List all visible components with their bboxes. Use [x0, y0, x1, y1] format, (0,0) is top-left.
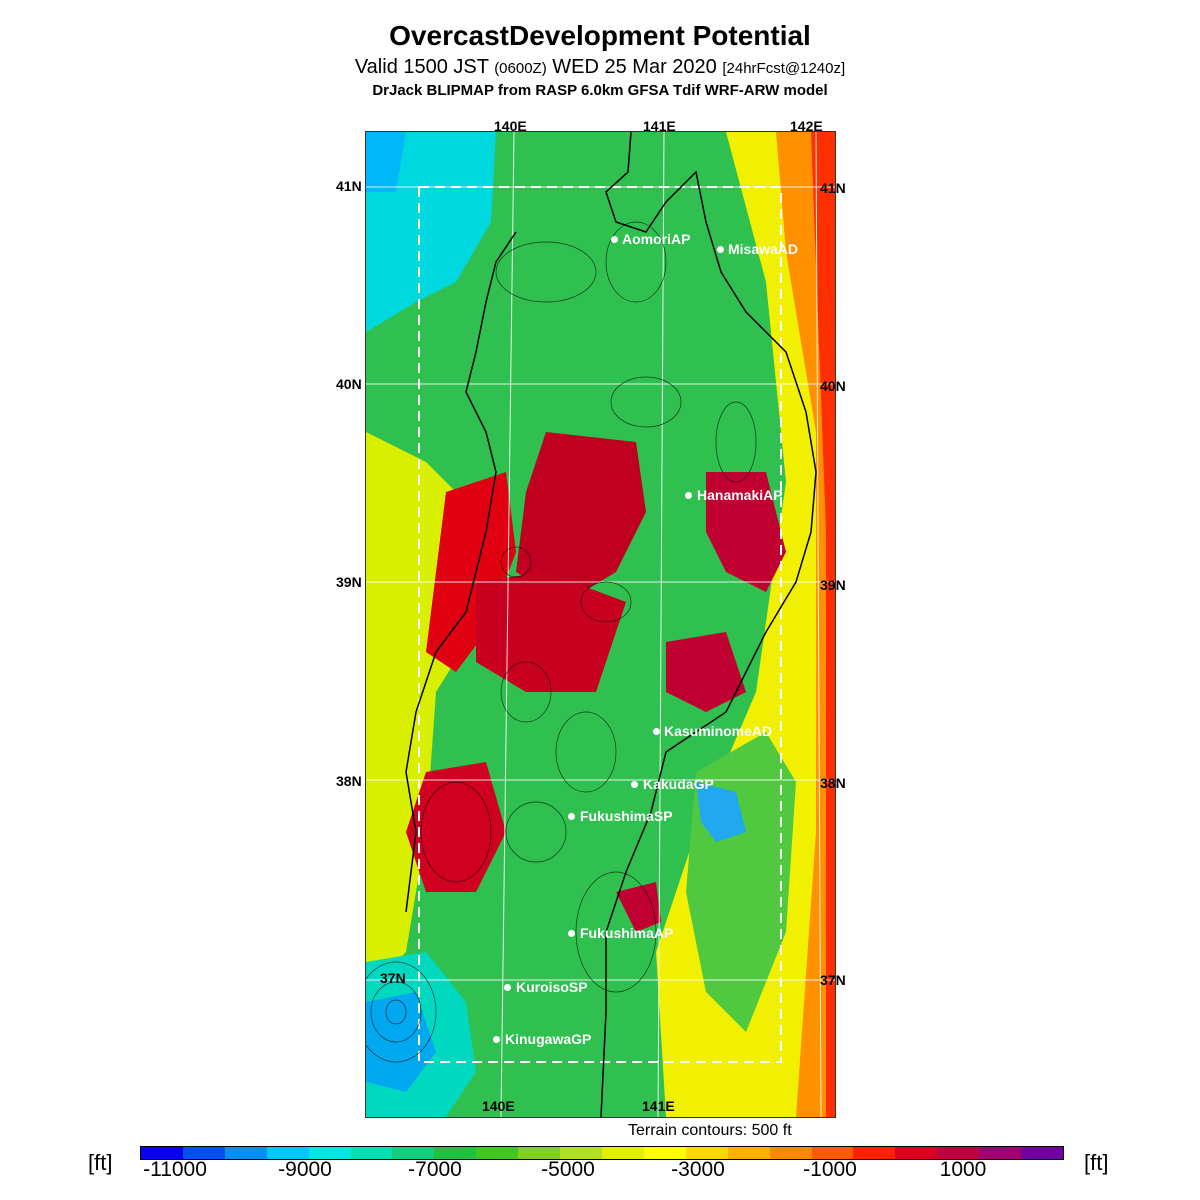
valid-time: Valid 1500 JST (0600Z) WED 25 Mar 2020 […	[0, 56, 1200, 79]
colorbar-swatch-7	[434, 1147, 477, 1159]
colorbar-swatch-21	[1021, 1147, 1063, 1159]
city-dot-kuroiso	[504, 984, 511, 991]
colorbar-swatch-4	[308, 1147, 351, 1159]
colorbar-label-3: -5000	[541, 1158, 595, 1181]
forecast-info: [24hrFcst@1240z]	[722, 60, 846, 77]
field-red-center	[516, 432, 646, 602]
city-dot-fukushima-ap	[568, 930, 575, 937]
colorbar-label-5: -1000	[803, 1158, 857, 1181]
city-label-kakuda: KakudaGP	[643, 776, 714, 792]
valid-prefix: Valid 1500 JST	[354, 56, 489, 78]
city-label-hanamaki: HanamakiAP	[697, 487, 783, 503]
coastline-west	[405, 231, 517, 913]
coastline-east	[600, 132, 817, 1117]
field-red-sw	[406, 762, 506, 892]
colorbar-label-2: -7000	[408, 1158, 462, 1181]
city-label-misawa: MisawaAD	[728, 241, 799, 257]
domain-box	[418, 186, 782, 1063]
field-red-mid	[476, 572, 626, 692]
valid-zulu: (0600Z)	[494, 60, 547, 77]
colorbar-swatch-16	[811, 1147, 854, 1159]
field-blue-nw	[366, 132, 406, 192]
lon-label-top-142e: 142E	[790, 118, 823, 134]
city-label-kasuminome: KasuminomeAD	[664, 723, 773, 739]
lat-label-right-40n: 40N	[820, 378, 846, 394]
colorbar-label-1: -9000	[278, 1158, 332, 1181]
lat-label-right-39n: 39N	[820, 577, 846, 593]
city-dot-fukushima-sp	[568, 813, 575, 820]
field-red-hanamaki	[706, 472, 786, 592]
lat-label-right-38n: 38N	[820, 775, 846, 791]
colorbar-swatch-11	[601, 1147, 644, 1159]
city-dot-kasuminome	[653, 728, 660, 735]
colorbar-swatch-18	[895, 1147, 938, 1159]
field-red-small	[616, 882, 661, 932]
colorbar-swatch-19	[937, 1147, 980, 1159]
colorbar-swatch-5	[350, 1147, 393, 1159]
colorbar-swatch-12	[643, 1147, 686, 1159]
terrain-contour-note: Terrain contours: 500 ft	[628, 1122, 792, 1139]
colorbar-swatch-13	[685, 1147, 728, 1159]
colorbar-label-6: 1000	[939, 1158, 987, 1181]
colorbar	[140, 1146, 1064, 1160]
city-dot-misawa	[717, 246, 724, 253]
lon-label-top-141e: 141E	[643, 118, 676, 134]
lat-label-left-41n: 41N	[336, 178, 362, 194]
colorbar-label-4: -3000	[671, 1158, 725, 1181]
city-label-kinugawa: KinugawaGP	[505, 1031, 592, 1047]
colorbar-swatch-17	[853, 1147, 896, 1159]
map-svg	[366, 132, 835, 1117]
colorbar-unit-right: [ft]	[1084, 1150, 1109, 1175]
field-red-west	[426, 472, 516, 672]
chart-title: OvercastDevelopment Potential	[389, 20, 811, 51]
city-label-fukushima-ap: FukushimaAP	[580, 925, 674, 941]
field-red-coast	[666, 632, 746, 712]
colorbar-swatch-8	[476, 1147, 519, 1159]
city-label-aomori: AomoriAP	[622, 231, 691, 247]
city-label-fukushima-sp: FukushimaSP	[580, 808, 673, 824]
colorbar-swatch-1	[182, 1147, 225, 1159]
field-blue-sw	[366, 992, 436, 1092]
field-red-edge	[811, 132, 835, 1117]
colorbar-swatch-10	[560, 1147, 602, 1159]
lat-label-left-37n: 37N	[380, 970, 406, 986]
colorbar-swatch-0	[141, 1147, 183, 1159]
colorbar-swatch-2	[224, 1147, 267, 1159]
colorbar-swatch-6	[392, 1147, 435, 1159]
colorbar-label-0: -11000	[143, 1158, 207, 1181]
colorbar-swatch-9	[518, 1147, 561, 1159]
colorbar-swatch-20	[979, 1147, 1022, 1159]
lon-label-bottom-140e: 140E	[482, 1098, 515, 1114]
city-label-kuroiso: KuroisoSP	[516, 979, 588, 995]
lon-label-top-140e: 140E	[494, 118, 527, 134]
lat-label-right-37n: 37N	[820, 972, 846, 988]
city-dot-aomori	[611, 236, 618, 243]
city-dot-kakuda	[631, 781, 638, 788]
model-description: DrJack BLIPMAP from RASP 6.0km GFSA Tdif…	[372, 82, 828, 99]
lat-label-left-39n: 39N	[336, 574, 362, 590]
colorbar-swatch-3	[266, 1147, 309, 1159]
lat-label-left-40n: 40N	[336, 376, 362, 392]
city-dot-kinugawa	[493, 1036, 500, 1043]
lon-label-bottom-141e: 141E	[642, 1098, 675, 1114]
lat-label-left-38n: 38N	[336, 773, 362, 789]
colorbar-swatch-15	[769, 1147, 812, 1159]
graticule	[366, 132, 835, 1117]
field-cyan-nw	[366, 132, 496, 332]
terrain-contours	[366, 221, 757, 1063]
colorbar-unit-left: [ft]	[88, 1150, 113, 1175]
field-blue-east	[696, 782, 746, 842]
forecast-map: AomoriAP MisawaAD HanamakiAP KasuminomeA…	[365, 131, 836, 1118]
colorbar-swatch-14	[727, 1147, 770, 1159]
valid-date: WED 25 Mar 2020	[552, 56, 717, 78]
city-dot-hanamaki	[685, 492, 692, 499]
lat-label-right-41n: 41N	[820, 180, 846, 196]
